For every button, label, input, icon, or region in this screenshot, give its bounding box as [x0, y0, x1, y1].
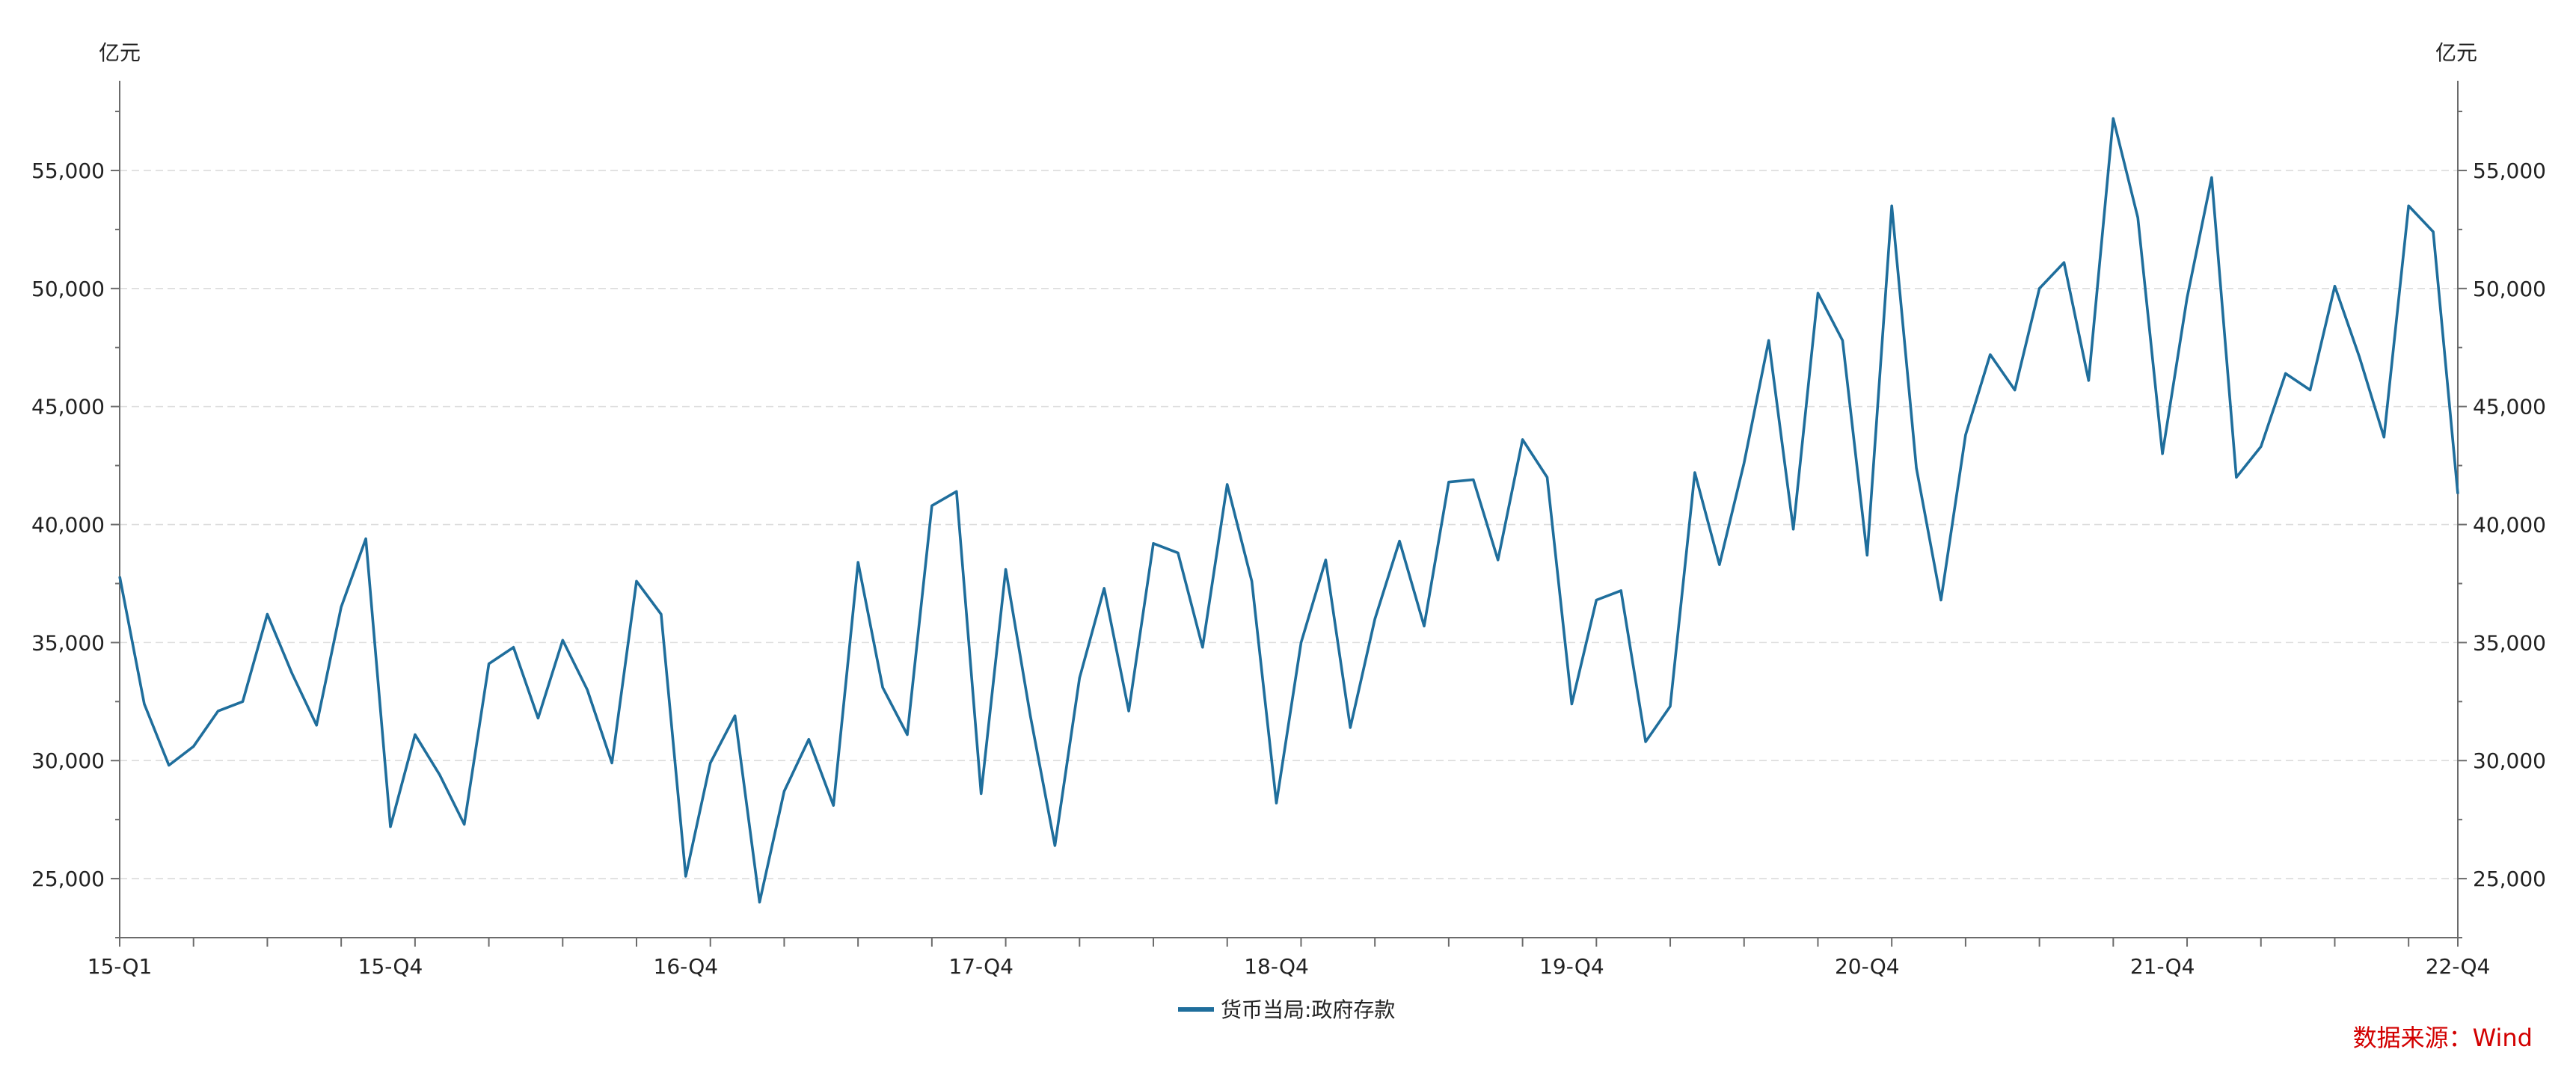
right-y-tick-label: 55,000	[2473, 159, 2546, 183]
legend: 货币当局:政府存款	[1178, 997, 1395, 1022]
left-y-tick-label: 30,000	[31, 748, 105, 773]
x-axis-tick-label: 16-Q4	[654, 954, 719, 979]
series-line-government-deposits	[118, 117, 2459, 904]
x-axis-tick-label: 17-Q4	[948, 954, 1013, 979]
series	[118, 117, 2459, 904]
gridlines	[120, 170, 2458, 879]
left-y-tick-label: 40,000	[31, 513, 105, 538]
right-y-tick-label: 50,000	[2473, 277, 2546, 301]
left-y-tick-label: 25,000	[31, 867, 105, 891]
x-axis-tick-label: 15-Q1	[88, 954, 153, 979]
right-y-tick-label: 25,000	[2473, 867, 2546, 891]
x-axis-tick-label: 19-Q4	[1539, 954, 1604, 979]
axes	[119, 81, 2459, 938]
right-y-tick-label: 40,000	[2473, 513, 2546, 538]
x-axis-tick-label: 22-Q4	[2426, 954, 2491, 979]
source-note: 数据来源：Wind	[2353, 1024, 2533, 1052]
x-axis-tick-label: 21-Q4	[2130, 954, 2195, 979]
left-y-tick-label: 45,000	[31, 395, 105, 419]
right-y-unit-label: 亿元	[2435, 40, 2477, 65]
x-axis-tick-label: 20-Q4	[1835, 954, 1900, 979]
x-axis-tick-label: 15-Q4	[358, 954, 423, 979]
right-y-tick-label: 45,000	[2473, 395, 2546, 419]
left-y-tick-label: 35,000	[31, 630, 105, 655]
legend-label: 货币当局:政府存款	[1221, 997, 1395, 1022]
right-y-tick-label: 30,000	[2473, 748, 2546, 773]
right-y-axis: 25,000 30,000 35,000 40,000 45,000 50,000 55,0…	[2458, 111, 2546, 938]
left-y-tick-label: 55,000	[31, 159, 105, 183]
left-y-unit-label: 亿元	[99, 40, 141, 65]
left-y-axis: 25,000 30,000 35,000 40,000 45,000 50,000 55,0…	[31, 111, 120, 938]
x-axis: 15-Q1 15-Q4 16-Q4 17-Q4 18-Q4 19-Q4 20-Q4 21-Q4…	[88, 938, 2491, 979]
right-y-tick-label: 35,000	[2473, 630, 2546, 655]
left-y-tick-label: 50,000	[31, 277, 105, 301]
x-axis-tick-label: 18-Q4	[1244, 954, 1309, 979]
